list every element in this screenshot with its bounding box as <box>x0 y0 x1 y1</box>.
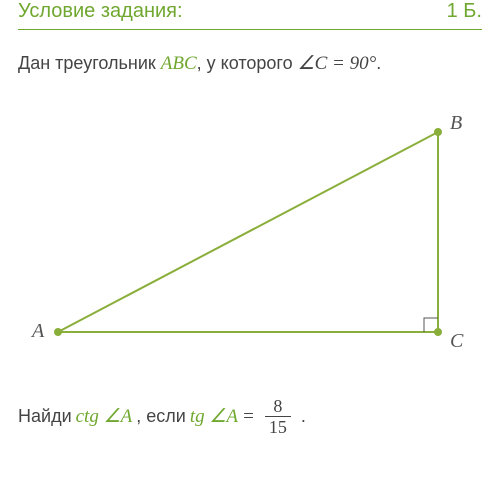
problem-post: . <box>376 53 381 73</box>
question-pre: Найди <box>18 406 72 427</box>
triangle-label: ABC <box>161 53 197 74</box>
header-points: 1 Б. <box>447 0 482 23</box>
triangle-diagram: A B C <box>18 107 482 367</box>
triangle-svg: A B C <box>18 107 478 367</box>
question-mid: , если <box>136 406 186 427</box>
eq-sign: = <box>242 406 255 428</box>
fraction-numerator: 8 <box>269 397 286 416</box>
problem-mid: , у которого <box>197 53 298 73</box>
ctg-expr: ctg ∠A <box>76 405 133 428</box>
problem-statement: Дан треугольник ABC, у которого ∠C = 90°… <box>18 50 482 79</box>
question: Найди ctg ∠A , если tg ∠A = 8 15 . <box>18 397 482 438</box>
angle-expr: ∠C = 90° <box>298 53 377 74</box>
svg-text:A: A <box>30 320 45 342</box>
header: Условие задания: 1 Б. <box>18 0 482 30</box>
fraction: 8 15 <box>265 397 291 438</box>
problem-pre: Дан треугольник <box>18 53 161 73</box>
question-post: . <box>301 406 306 427</box>
tg-expr: tg ∠A <box>190 405 238 428</box>
svg-text:B: B <box>450 112 462 134</box>
svg-text:C: C <box>450 330 464 352</box>
fraction-denominator: 15 <box>265 418 291 437</box>
header-title: Условие задания: <box>18 0 183 23</box>
